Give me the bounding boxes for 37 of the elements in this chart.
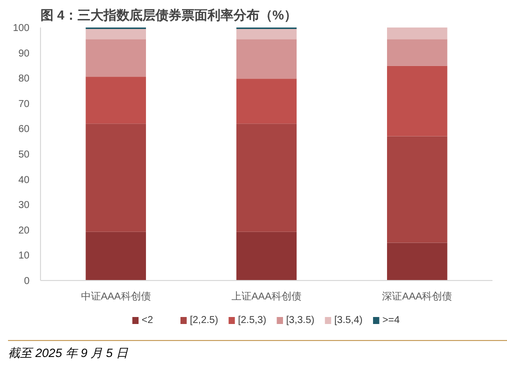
bar [387, 136, 448, 243]
bar [236, 124, 297, 232]
legend-label: [2,2.5) [190, 315, 218, 326]
bar [86, 29, 146, 40]
y-tick-label: 40 [18, 174, 30, 186]
y-tick-label: 50 [18, 150, 30, 160]
bar [236, 232, 297, 280]
bar [387, 28, 448, 40]
bar [86, 76, 146, 124]
x-tick-label: 深证AAA科创债 [382, 290, 452, 302]
legend-label: <2 [142, 315, 154, 326]
bar [236, 78, 297, 124]
legend-label: [2.5,3) [238, 315, 266, 326]
y-tick-label: 90 [18, 48, 30, 60]
bar [387, 39, 448, 66]
y-tick-label: 80 [18, 74, 30, 85]
x-tick-label: 上证AAA科创债 [231, 290, 302, 302]
y-tick-label: 0 [24, 276, 30, 287]
y-tick-label: 60 [18, 124, 30, 136]
y-tick-label: 10 [18, 250, 30, 262]
y-tick-label: 100 [12, 23, 30, 34]
bar [387, 242, 448, 280]
chart-title: 图 4：三大指数底层债券票面利率分布（%） [40, 8, 297, 22]
bar [236, 39, 297, 79]
text: 截至 2025 年 9 月 5 日 [8, 345, 128, 362]
bar [86, 232, 146, 280]
bar [86, 39, 146, 77]
bar [387, 66, 448, 136]
x-tick-label: 中证AAA科创债 [80, 290, 151, 302]
bar [236, 29, 297, 40]
y-tick-label: 30 [18, 200, 30, 212]
legend-label: [3,3.5) [286, 315, 314, 326]
y-tick-label: 70 [18, 98, 30, 110]
y-tick-label: 20 [18, 225, 30, 236]
legend-label: >=4 [382, 315, 400, 326]
legend-label: [3.5,4) [334, 315, 363, 326]
bar [86, 124, 146, 232]
